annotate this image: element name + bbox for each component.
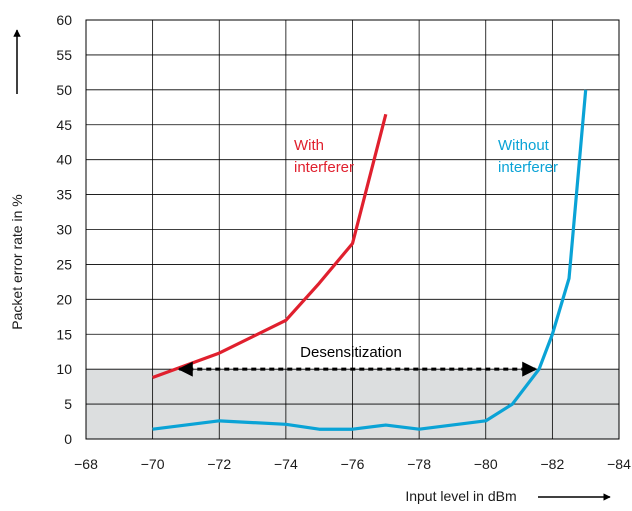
x-tick-label: −70 [141,456,165,472]
y-tick-label: 60 [56,12,72,28]
x-tick-label: −78 [407,456,431,472]
series-label-with-interferer-line1: With [294,137,324,154]
x-tick-label: −76 [341,456,365,472]
series-label-with-interferer-line2: interferer [294,159,354,176]
y-tick-label: 35 [56,187,72,203]
y-tick-label: 45 [56,117,72,133]
y-tick-label: 50 [56,82,72,98]
y-ticks: 0 5 10 15 20 25 30 35 40 45 50 55 60 [56,12,72,447]
x-tick-label: −72 [207,456,231,472]
y-tick-label: 10 [56,361,72,377]
y-tick-label: 20 [56,291,72,307]
x-tick-label: −82 [541,456,565,472]
y-tick-label: 5 [64,396,72,412]
series-line-without-interferer [152,89,588,431]
x-tick-label: −80 [474,456,498,472]
series-label-with-interferer: With interferer [294,137,354,176]
series-lines [152,89,588,431]
series-label-without-interferer: Without interferer [498,137,558,176]
x-ticks: −68 −70 −72 −74 −76 −78 −80 −82 −84 [74,456,631,472]
y-tick-label: 55 [56,47,72,63]
desensitization-label: Desensitization [300,344,402,361]
x-tick-label: −84 [607,456,631,472]
y-tick-label: 30 [56,222,72,238]
series-label-without-interferer-line1: Without [498,137,550,154]
y-tick-label: 15 [56,326,72,342]
plot-frame [85,19,620,440]
y-tick-label: 0 [64,431,72,447]
y-axis-label: Packet error rate in % [9,194,25,329]
y-tick-label: 40 [56,152,72,168]
series-line-with-interferer [152,113,388,380]
x-tick-label: −68 [74,456,98,472]
x-axis-label: Input level in dBm [405,488,516,504]
y-axis-title: Packet error rate in % [9,194,25,329]
y-tick-label: 25 [56,256,72,272]
series-label-without-interferer-line2: interferer [498,159,558,176]
x-tick-label: −74 [274,456,298,472]
